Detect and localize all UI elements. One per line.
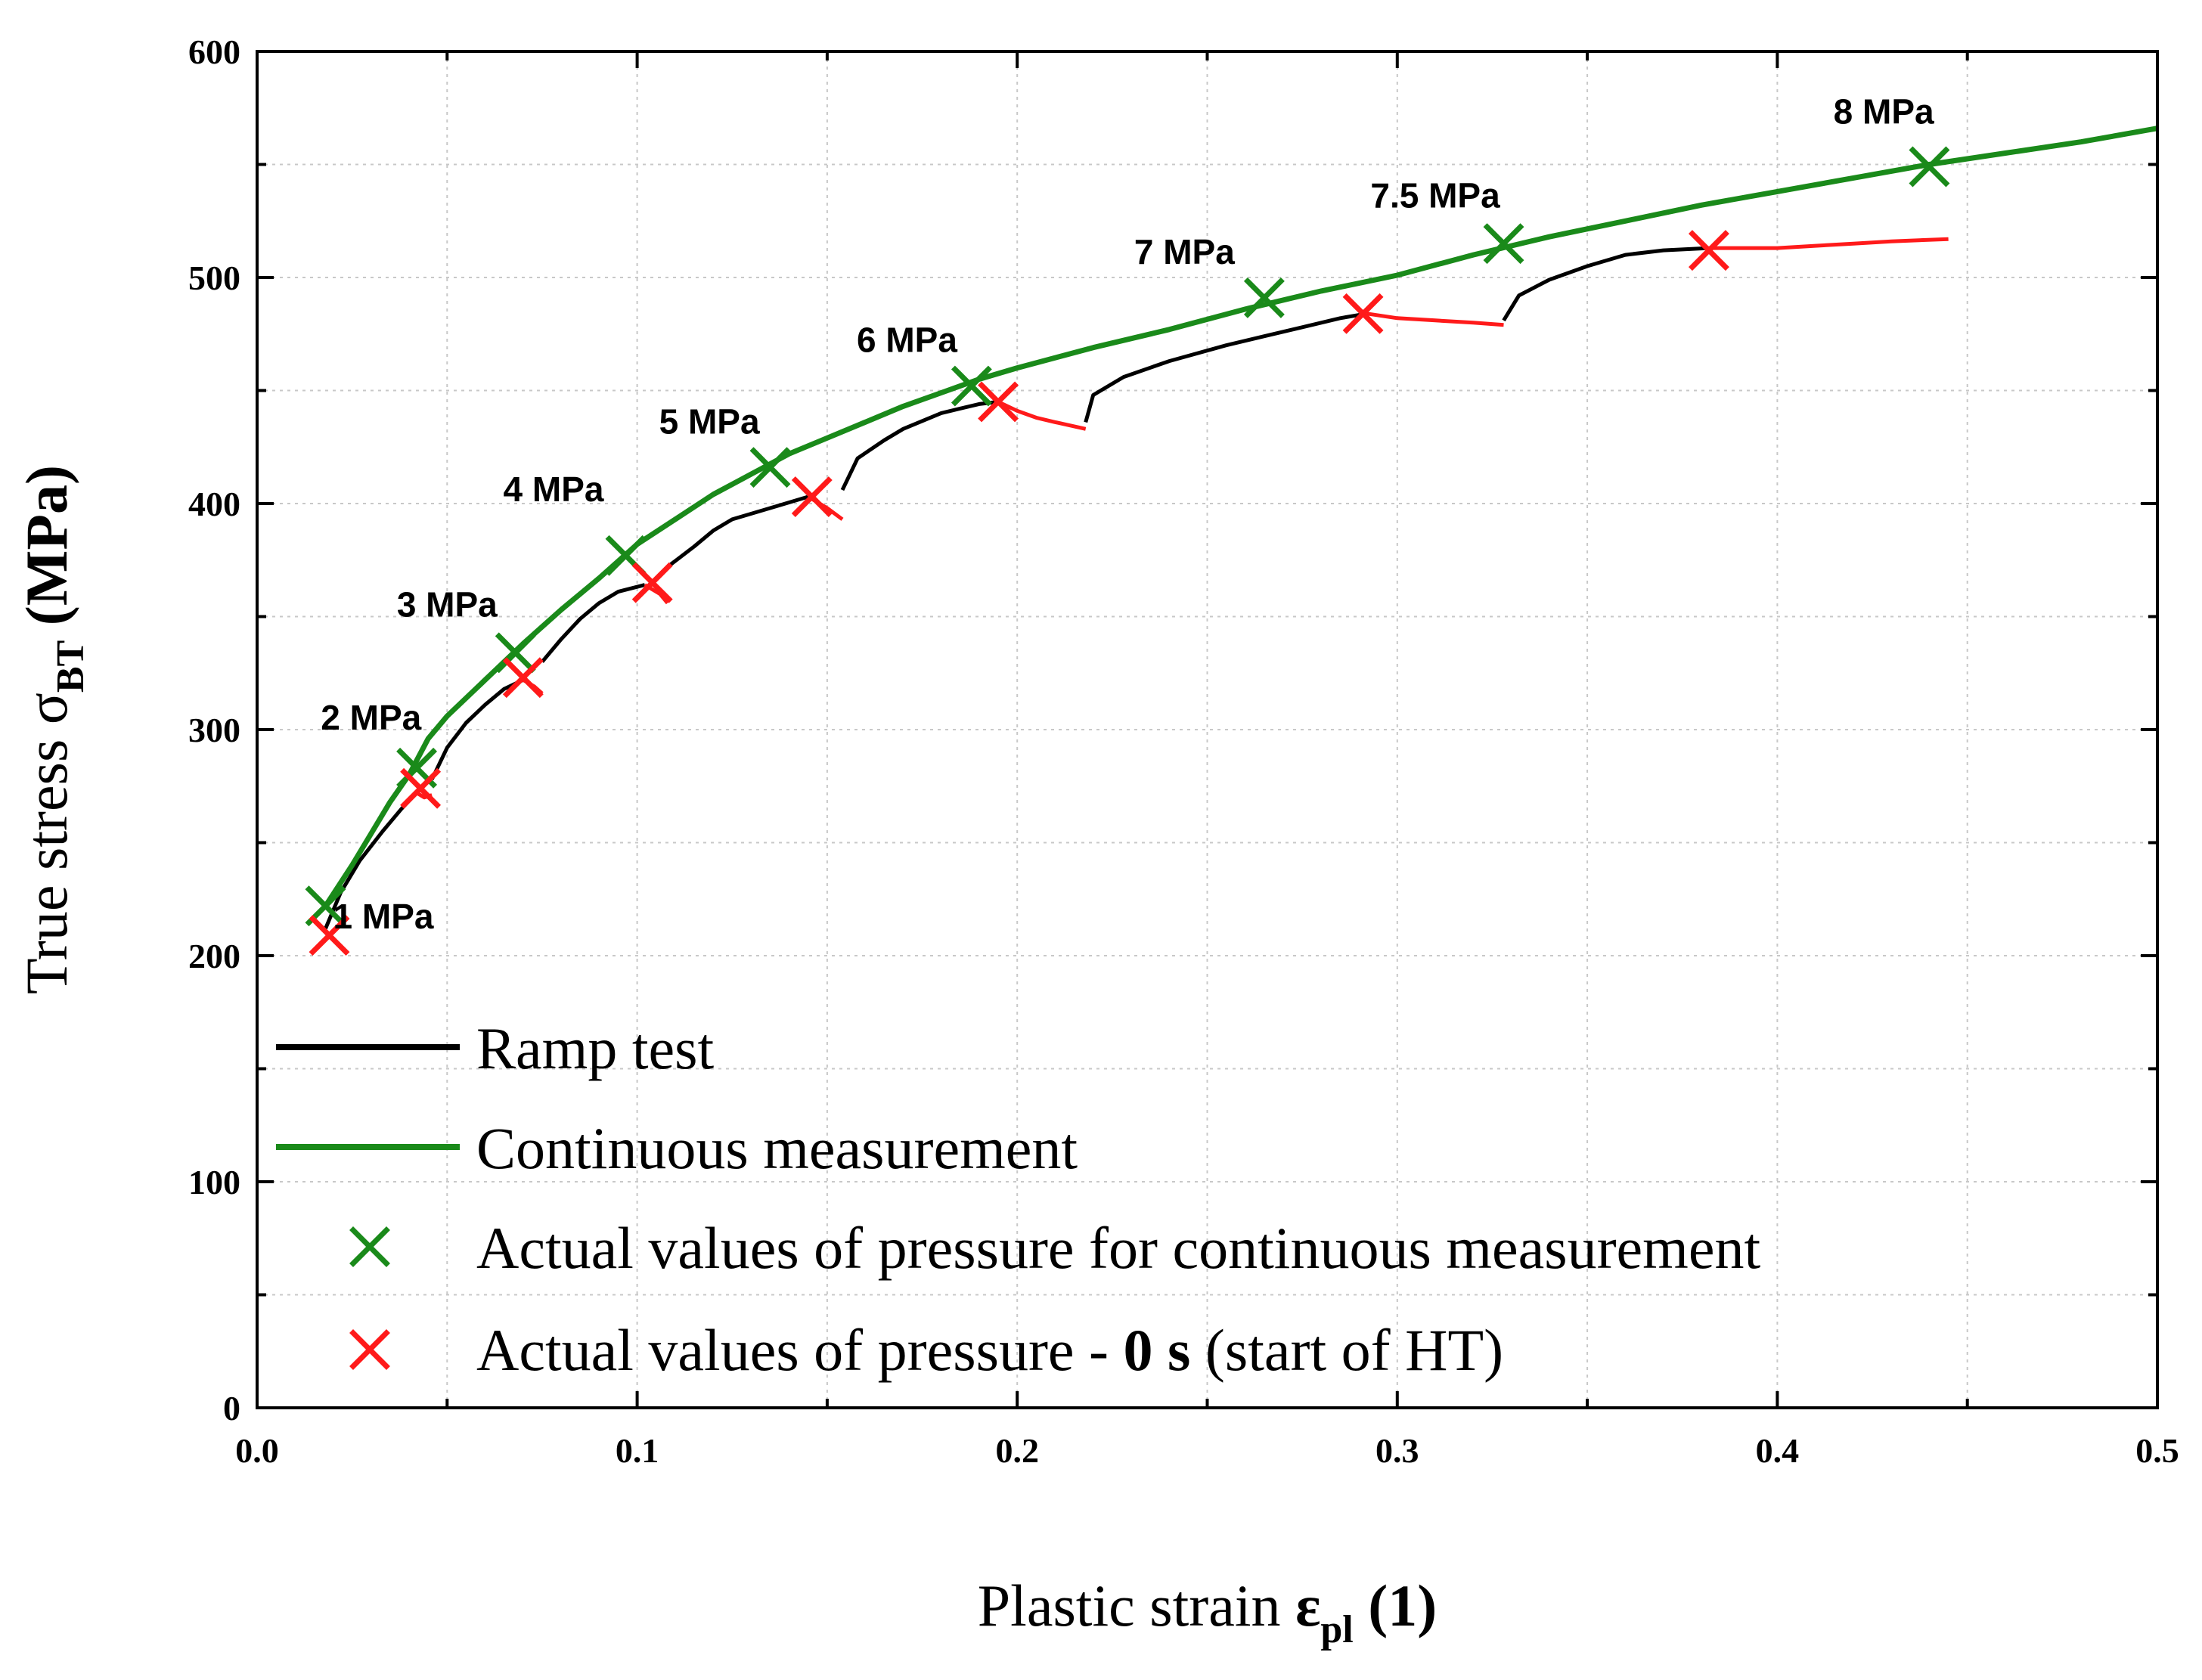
y-tick-label: 500 [188,259,240,297]
red-pressure-marker [502,657,544,699]
green-pressure-marker [749,447,791,488]
x-tick-label: 0.0 [235,1431,279,1470]
legend-label-ramp: Ramp test [476,1015,714,1081]
pressure-label: 7.5 MPa [1370,175,1500,215]
y-tick-label: 0 [223,1389,240,1427]
x-tick-label: 0.4 [1756,1431,1800,1470]
green-pressure-marker [951,365,992,407]
y-axis-title-subscript: BT [49,640,92,693]
ramp-test-segment [430,677,524,780]
continuous-measurement-line [323,126,2158,908]
x-axis-title: Plastic strain εpl (1) [978,1573,1437,1651]
legend-swatch-green-marker [349,1226,390,1267]
pressure-label: 6 MPa [857,321,957,360]
red-pressure-marker [631,562,673,603]
pressure-label: 7 MPa [1134,232,1235,271]
y-tick-label: 100 [188,1163,240,1201]
red-pressure-marker [400,767,442,809]
ramp-test-segment [541,583,646,663]
red-pressure-marker [978,381,1019,423]
ramp-test-segment [1502,246,1710,322]
y-axis-title: True stress σBT (MPa) [14,465,92,994]
y-axis-title-unit: (MPa) [14,465,79,640]
pressure-label: 1 MPa [333,897,434,936]
x-axis-title-main: Plastic strain [978,1573,1295,1638]
tick-labels: 0.0 0.1 0.2 0.3 0.4 0.5 0 100 200 300 400 500 600 [188,33,2179,1470]
green-pressure-marker [495,632,536,674]
red-pressure-marker [791,476,833,517]
pressure-label: 5 MPa [659,401,760,441]
axis-ticks [256,50,2159,1409]
green-pressure-marker [1243,277,1285,318]
x-axis-title-symbol: ε [1295,1573,1320,1638]
y-tick-label: 200 [188,937,240,975]
legend: Ramp test Continuous measurement Actual … [276,1015,1760,1383]
green-pressure-marker [1483,223,1524,265]
y-tick-label: 600 [188,33,240,71]
legend-label-red-marker: Actual values of pressure - 0 s (start o… [476,1317,1503,1383]
pressure-markers [305,146,1950,956]
legend-label-green-marker: Actual values of pressure for continuous… [476,1215,1760,1281]
red-pressure-marker [309,915,350,956]
x-axis-title-subscript: pl [1320,1608,1353,1651]
pressure-label: 8 MPa [1834,92,1934,132]
ramp-hold-segment [1366,312,1504,327]
y-tick-label: 400 [188,485,240,523]
x-tick-label: 0.1 [616,1431,659,1470]
y-axis-title-main: True stress [14,724,79,994]
legend-label-continuous: Continuous measurement [476,1115,1078,1181]
legend-label-red-pre: Actual values of pressure - [476,1317,1124,1383]
x-tick-label: 0.2 [995,1431,1039,1470]
ramp-hold-segment [997,400,1087,431]
pressure-annotations: 1 MPa 2 MPa 3 MPa 4 MPa 5 MPa 6 MPa 7 MPa 7.5 M… [321,92,1934,936]
legend-label-red-post: (start of HT) [1190,1317,1503,1383]
legend-swatch-red-marker [349,1329,390,1370]
legend-label-red-bold: 0 s [1124,1317,1191,1383]
ramp-test-segment [1084,312,1368,423]
y-axis-title-symbol: σ [14,693,79,724]
ramp-test-segment [840,400,999,491]
ramp-hold-segment [1708,237,1949,250]
red-pressure-marker [1688,230,1729,271]
pressure-label: 2 MPa [321,698,421,737]
red-pressure-marker [1342,293,1384,334]
y-tick-label: 300 [188,711,240,749]
pressure-label: 4 MPa [504,470,604,509]
ramp-test-segment [666,494,809,569]
continuous-measurement-series [323,126,2158,908]
pressure-label: 3 MPa [397,585,498,625]
green-pressure-marker [1909,146,1950,188]
x-axis-title-unit: (1) [1354,1573,1437,1638]
x-tick-label: 0.5 [2135,1431,2179,1470]
ramp-test-series [324,237,1949,930]
x-tick-label: 0.3 [1375,1431,1419,1470]
